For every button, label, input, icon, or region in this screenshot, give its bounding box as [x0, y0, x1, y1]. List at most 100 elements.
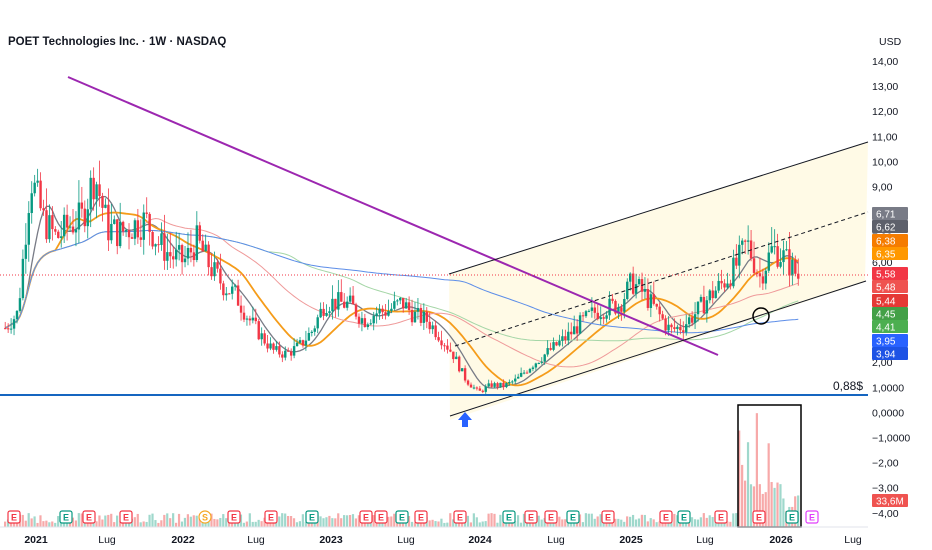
candle-body [399, 297, 402, 301]
candle-body [687, 317, 691, 325]
candle-body [116, 219, 119, 247]
candle-body [104, 204, 107, 208]
event-marker: E [264, 510, 278, 524]
candle-body [275, 346, 278, 350]
candle-body [637, 279, 641, 285]
bottom-circle-marker[interactable] [752, 307, 770, 325]
volume-bar [755, 413, 758, 527]
y-tick-label: 9,00 [872, 182, 893, 194]
candle-body [142, 212, 145, 240]
badge-bg [872, 280, 908, 293]
volume-bar [490, 513, 493, 527]
candle-body [746, 240, 750, 242]
candle-body [455, 356, 458, 360]
candle-body [708, 290, 712, 301]
event-marker: E [359, 510, 373, 524]
candle-body [24, 244, 28, 259]
volume-bar [225, 518, 228, 527]
volume-bar [404, 520, 408, 527]
volume-bar [693, 519, 697, 527]
channel-lower-line[interactable] [449, 280, 867, 417]
volume-bar [620, 519, 623, 527]
candle-body [741, 240, 744, 245]
channel-upper-line[interactable] [448, 141, 869, 275]
candle-body [177, 245, 181, 250]
candle-body [525, 372, 529, 374]
y-tick-label: −2,00 [872, 458, 899, 470]
volume-bar [561, 519, 564, 527]
volume-bar [242, 522, 245, 527]
event-marker: E [119, 510, 133, 524]
candle-body [478, 388, 482, 391]
candle-body [163, 233, 166, 261]
candle-body [157, 244, 160, 246]
badge-bg [872, 247, 908, 260]
candle-body [48, 215, 51, 240]
candle-body [549, 348, 552, 350]
y-tick-label: 12,00 [872, 106, 898, 118]
candle-body [605, 315, 608, 319]
volume-bar [189, 516, 192, 527]
event-marker: E [566, 510, 580, 524]
volume-bar [452, 519, 455, 527]
candle-body [62, 214, 66, 237]
candle-body [705, 300, 709, 314]
volume-bar [410, 521, 414, 527]
candle-body [755, 272, 759, 274]
event-badge [82, 510, 96, 524]
candles [4, 160, 800, 394]
candle-body [289, 351, 293, 356]
candle-body [567, 331, 570, 341]
price-badge: 3,94 [872, 347, 908, 361]
event-label: E [231, 513, 237, 523]
volume-bar [57, 516, 60, 527]
badge-label: 4,45 [876, 310, 896, 321]
candle-body [357, 316, 361, 324]
x-axis: 2021 Lug 2022 Lug 2023 Lug 2024 Lug 2025 Lug 2026 L… [24, 534, 862, 546]
candle-body [546, 348, 549, 355]
volume-bar [354, 518, 358, 527]
volume-bar [325, 517, 328, 527]
volume-bar [699, 517, 702, 527]
candle-body [696, 301, 700, 315]
candle-body [685, 324, 688, 333]
volume-bar [640, 514, 643, 527]
candle-body [723, 283, 726, 288]
candle-body [422, 311, 426, 323]
candle-body [316, 317, 319, 329]
event-label: E [399, 513, 405, 523]
event-badge [374, 510, 388, 524]
price-badge: 6,62 [872, 220, 908, 234]
badge-bg [872, 320, 908, 333]
volume-bar [493, 513, 496, 527]
volume-bar [676, 515, 679, 527]
channel-mid-line[interactable] [454, 211, 869, 347]
candle-body [207, 244, 210, 268]
volume-bar [519, 522, 523, 527]
event-marker: E [7, 510, 21, 524]
candle-body [236, 285, 240, 306]
candle-body [183, 258, 187, 263]
volume-bar [301, 514, 304, 527]
candle-body [121, 221, 125, 232]
price-badge: 4,45 [872, 307, 908, 321]
candle-body [307, 332, 311, 341]
event-marker: E [752, 510, 766, 524]
event-badge [198, 510, 212, 524]
volume-bar [631, 514, 635, 527]
volume-bar [169, 518, 172, 527]
volume-bar [331, 518, 334, 527]
volume-bar [351, 514, 355, 527]
candle-body [578, 315, 582, 334]
candle-body [682, 330, 685, 333]
candle-body [469, 384, 473, 388]
volume-bar [443, 522, 446, 527]
event-badge [805, 510, 819, 524]
volume-bar [608, 520, 611, 527]
volume-bar [145, 521, 148, 527]
candle-body [522, 372, 526, 374]
downtrend-line[interactable] [67, 76, 719, 356]
candle-body [98, 184, 101, 197]
event-badge [414, 510, 428, 524]
